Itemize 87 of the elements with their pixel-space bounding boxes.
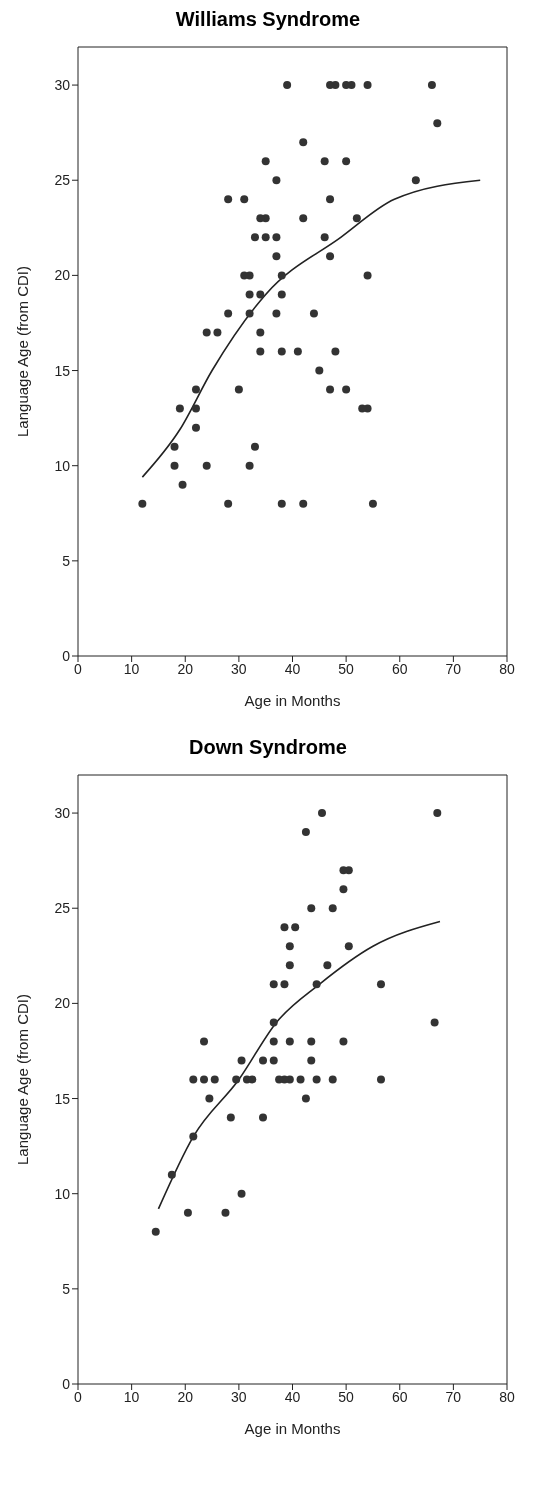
point	[151, 1227, 160, 1236]
x-tick-label: 30	[231, 1388, 247, 1405]
point	[376, 1075, 385, 1084]
point	[269, 1056, 278, 1065]
point	[200, 1075, 209, 1084]
point	[259, 1056, 268, 1065]
x-tick-label: 60	[391, 660, 408, 677]
x-tick-label: 10	[123, 660, 140, 677]
point	[339, 1037, 348, 1046]
point	[323, 961, 332, 970]
y-tick-label: 20	[54, 995, 71, 1012]
point	[339, 885, 348, 894]
point	[183, 1208, 192, 1217]
y-tick-label: 25	[54, 900, 71, 917]
x-tick-label: 80	[499, 660, 515, 677]
point	[280, 980, 289, 989]
y-tick-label: 10	[54, 1185, 71, 1202]
point	[312, 1075, 321, 1084]
point	[317, 809, 326, 818]
y-axis-title: Language Age (from CDI)	[14, 994, 32, 1165]
point	[433, 809, 442, 818]
point	[189, 1132, 198, 1141]
y-tick-label: 15	[54, 362, 71, 379]
point	[328, 904, 337, 913]
x-tick-label: 70	[445, 660, 462, 677]
chart-title: Down Syndrome	[188, 736, 348, 760]
point	[285, 942, 294, 951]
y-axis-title: Language Age (from CDI)	[14, 266, 32, 437]
y-tick-label: 5	[62, 552, 71, 569]
x-tick-label: 60	[391, 1388, 408, 1405]
y-tick-label: 10	[54, 457, 71, 474]
point	[312, 980, 321, 989]
point	[285, 1037, 294, 1046]
point	[269, 1037, 278, 1046]
x-tick-label: 70	[445, 1388, 462, 1405]
point	[307, 904, 316, 913]
point	[269, 980, 278, 989]
y-tick-label: 15	[54, 1090, 71, 1107]
point	[259, 1113, 268, 1122]
point	[232, 1075, 241, 1084]
point	[291, 923, 300, 932]
point	[301, 1094, 310, 1103]
x-tick-label: 50	[338, 660, 355, 677]
x-tick-label: 20	[177, 1388, 194, 1405]
point	[339, 866, 348, 875]
x-tick-label: 10	[123, 1388, 140, 1405]
point	[167, 1170, 176, 1179]
x-tick-label: 30	[231, 660, 247, 677]
x-tick-label: 40	[284, 660, 301, 677]
point	[344, 942, 353, 951]
x-tick-label: 40	[284, 1388, 301, 1405]
point	[376, 980, 385, 989]
point	[301, 828, 310, 837]
point	[328, 1075, 337, 1084]
point	[430, 1018, 439, 1027]
y-tick-label: 25	[54, 172, 71, 189]
y-tick-label: 0	[62, 1375, 71, 1392]
point	[237, 1189, 246, 1198]
x-tick-label: 80	[499, 1388, 515, 1405]
x-tick-label: 20	[177, 660, 194, 677]
line-series	[157, 920, 441, 1210]
x-axis-title: Age in Months	[244, 692, 341, 709]
point	[242, 1075, 251, 1084]
y-tick-label: 20	[54, 267, 71, 284]
x-axis-title: Age in Months	[244, 1420, 341, 1437]
y-tick-label: 5	[62, 1280, 71, 1297]
point	[296, 1075, 305, 1084]
point	[285, 961, 294, 970]
chart-title: Williams Syndrome	[174, 8, 362, 32]
point	[189, 1075, 198, 1084]
point	[237, 1056, 246, 1065]
point	[205, 1094, 214, 1103]
point	[200, 1037, 209, 1046]
line-series	[141, 179, 481, 478]
point	[280, 923, 289, 932]
point	[307, 1056, 316, 1065]
y-tick-label: 30	[54, 805, 71, 822]
point	[226, 1113, 235, 1122]
x-tick-label: 0	[74, 1388, 83, 1405]
point	[269, 1018, 278, 1027]
x-tick-label: 50	[338, 1388, 355, 1405]
y-tick-label: 30	[54, 77, 71, 94]
y-tick-label: 0	[62, 647, 71, 664]
point	[221, 1208, 230, 1217]
point	[210, 1075, 219, 1084]
point	[307, 1037, 316, 1046]
x-tick-label: 0	[74, 660, 83, 677]
